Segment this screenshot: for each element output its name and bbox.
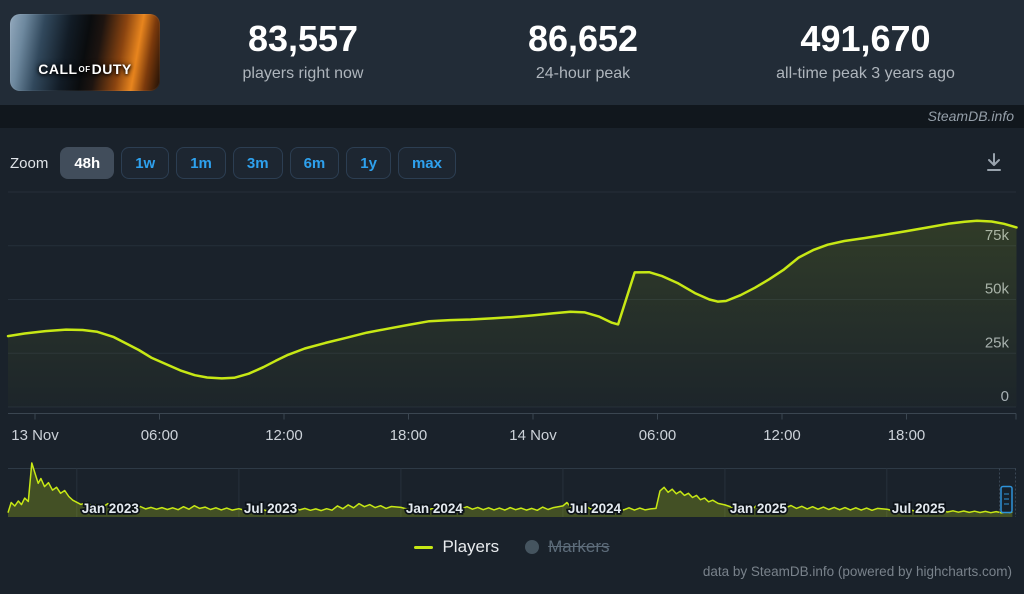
alltime-peak-value: 491,670 [800,18,931,59]
zoom-label: Zoom [10,154,49,172]
chart-legend: Players Markers [0,533,1024,561]
navigator-date-label: Jul 2024 [568,501,622,516]
navigator-date-label: Jan 2024 [406,501,464,516]
markers-legend-label: Markers [548,537,610,556]
legend-item-markers[interactable]: Markers [525,537,610,557]
logo-of: OF [78,65,91,74]
navigator-date-label: Jul 2023 [244,501,298,516]
range-button-3m[interactable]: 3m [232,147,283,179]
download-chart-button[interactable] [982,150,1006,174]
x-axis-label: 12:00 [763,427,801,444]
x-axis-label: 06:00 [639,427,677,444]
range-button-1y[interactable]: 1y [346,147,391,179]
current-players-label: players right now [242,65,364,82]
steamdb-watermark: SteamDB.info [0,105,1024,128]
navigator-date-label: Jul 2025 [892,501,946,516]
x-axis-label: 13 Nov [11,427,59,444]
logo-duty: DUTY [91,61,132,77]
navigator-line [7,462,1013,514]
game-capsule[interactable]: CALLOFDUTY [10,14,160,91]
range-button-max[interactable]: max [397,147,456,179]
range-button-48h[interactable]: 48h [60,147,115,179]
game-logo: CALLOFDUTY [10,61,160,77]
range-button-1w[interactable]: 1w [121,147,170,179]
peak-24h-value: 86,652 [527,18,639,59]
x-axis-label: 18:00 [888,427,926,444]
navigator-handle[interactable] [1000,485,1013,514]
stat-24h-peak: 86,652 24-hour peak [458,20,708,83]
x-axis-label: 18:00 [390,427,428,444]
range-button-1m[interactable]: 1m [176,147,226,179]
alltime-peak-label: all-time peak 3 years ago [776,65,955,82]
markers-dot-swatch [525,540,540,554]
x-axis-label: 06:00 [141,427,179,444]
players-series-line [6,219,1018,380]
zoom-toolbar: Zoom 48h 1w 1m 3m 6m 1y max [10,147,456,179]
chart-credits: data by SteamDB.info (powered by highcha… [702,564,1012,579]
legend-item-players[interactable]: Players [414,537,499,557]
current-players-value: 83,557 [247,18,359,59]
players-line-swatch [414,545,434,549]
stat-current-players: 83,557 players right now [178,20,428,83]
navigator-date-label: Jan 2023 [82,501,140,516]
download-icon [987,153,1001,171]
navigator-date-label: Jan 2025 [730,501,788,516]
x-axis-label: 14 Nov [509,427,557,444]
logo-call: CALL [38,61,78,77]
navigator-area [8,463,1013,517]
stat-alltime-peak: 491,670 all-time peak 3 years ago [713,20,1018,83]
peak-24h-label: 24-hour peak [535,65,631,82]
players-area [8,220,1017,407]
app-header: CALLOFDUTY 83,557 players right now 86,6… [0,0,1024,105]
players-legend-label: Players [442,537,500,556]
range-button-6m[interactable]: 6m [289,147,340,179]
x-axis-label: 12:00 [265,427,303,444]
